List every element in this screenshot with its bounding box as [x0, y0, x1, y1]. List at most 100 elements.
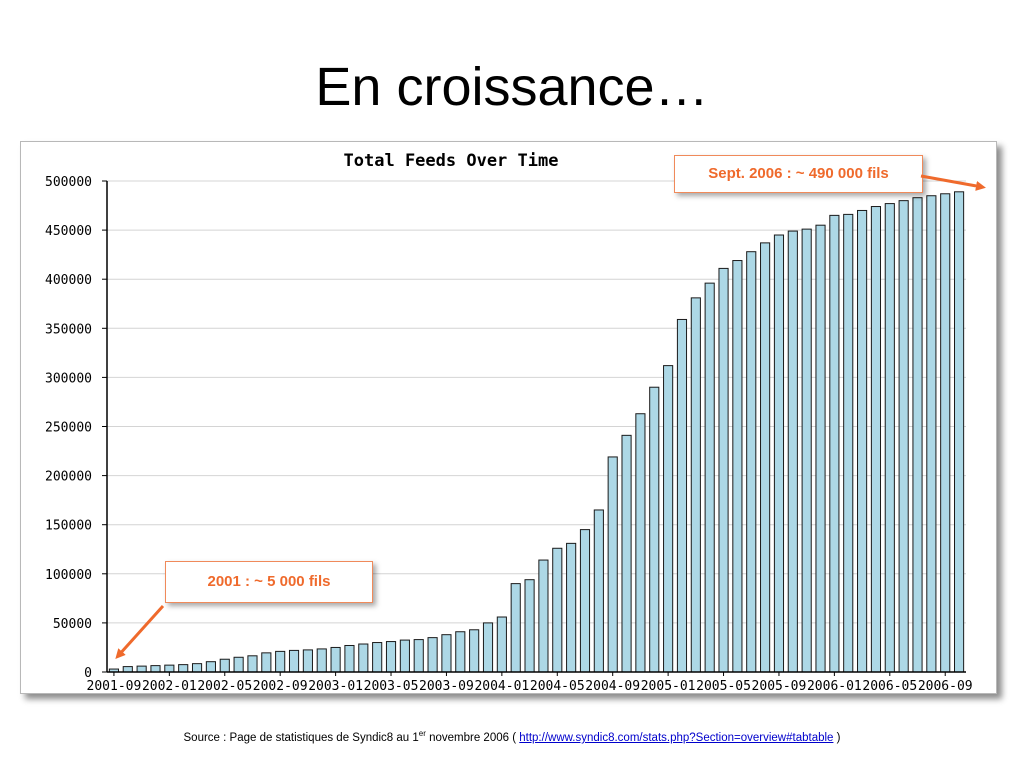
bar: [815, 224, 826, 673]
x-tick-label: 2006-05: [862, 679, 917, 693]
bar: [524, 579, 535, 673]
axes: [102, 180, 966, 676]
bar: [150, 665, 161, 673]
source-middle: novembre 2006 (: [425, 731, 520, 744]
bar: [621, 434, 632, 673]
bar: [676, 318, 688, 673]
bar: [441, 634, 452, 673]
bar: [482, 622, 494, 673]
x-tick-label: 2005-05: [696, 679, 751, 693]
bar: [787, 230, 798, 673]
y-tick-label: 400000: [45, 273, 92, 288]
bar: [593, 509, 604, 673]
bar: [358, 643, 369, 673]
bar: [205, 661, 216, 673]
bar: [496, 616, 507, 673]
y-tick-label: 50000: [53, 617, 92, 632]
bar: [732, 260, 743, 673]
source-suffix: ): [833, 731, 841, 744]
source-note: Source : Page de statistiques de Syndic8…: [0, 729, 1024, 744]
bar: [469, 629, 480, 673]
bars: [108, 191, 965, 673]
x-tick-label: 2005-09: [752, 679, 807, 693]
bar: [954, 191, 965, 673]
bar: [413, 639, 424, 673]
bar: [566, 542, 577, 673]
source-link[interactable]: http://www.syndic8.com/stats.php?Section…: [519, 731, 834, 744]
x-tick-label: 2001-09: [87, 679, 142, 693]
x-tick-label: 2006-01: [807, 679, 862, 693]
bar: [870, 206, 882, 673]
source-prefix: Source : Page de statistiques de Syndic8…: [183, 731, 419, 744]
total-feeds-chart: Total Feeds Over Time 0 50000 100000 150000…: [45, 151, 973, 693]
bar: [718, 267, 729, 673]
callout-2001: 2001 : ~ 5 000 fils: [165, 561, 373, 603]
y-tick-label: 450000: [45, 224, 92, 239]
bar: [884, 203, 895, 673]
y-tick-labels: 0 50000 100000 150000 200000 250000 300000 3500…: [45, 175, 92, 681]
bar: [136, 665, 147, 673]
x-tick-label: 2004-01: [474, 679, 529, 693]
x-tick-label: 2005-01: [641, 679, 696, 693]
y-tick-label: 100000: [45, 568, 92, 583]
slide-title: En croissance…: [315, 57, 709, 117]
bar: [552, 547, 563, 673]
bar: [510, 583, 521, 673]
bar: [912, 197, 923, 673]
x-tick-label: 2004-05: [530, 679, 585, 693]
bar: [302, 649, 313, 673]
bar: [704, 282, 715, 673]
bar: [247, 655, 258, 673]
bar: [330, 646, 341, 673]
x-tick-label: 2004-09: [585, 679, 640, 693]
bar: [843, 213, 854, 673]
bar: [288, 649, 300, 673]
bar: [579, 529, 591, 673]
bar: [385, 641, 397, 673]
y-tick-label: 350000: [45, 322, 92, 337]
source-sup: er: [418, 729, 426, 738]
x-tick-label: 2003-05: [364, 679, 419, 693]
bar: [164, 664, 175, 673]
bar: [940, 193, 951, 673]
bar: [773, 234, 785, 673]
bar: [760, 242, 771, 673]
chart-title: Total Feeds Over Time: [344, 151, 559, 171]
x-tick-labels: 2001-09 2002-01 2002-05 2002-09 2003-01 2003-…: [87, 679, 973, 693]
chart-frame: Total Feeds Over Time 0 50000 100000 150000…: [20, 141, 997, 694]
x-tick-label: 2006-09: [918, 679, 973, 693]
bar: [538, 559, 549, 673]
bar: [926, 195, 937, 673]
bar: [801, 228, 812, 673]
bar: [635, 413, 646, 673]
bar: [399, 639, 410, 673]
y-tick-label: 500000: [45, 175, 92, 190]
bar: [261, 652, 272, 673]
bar: [455, 631, 466, 673]
x-tick-label: 2002-09: [253, 679, 308, 693]
callout-sept-2006: Sept. 2006 : ~ 490 000 fils: [674, 155, 923, 193]
x-tick-label: 2002-01: [142, 679, 197, 693]
bar: [649, 386, 660, 673]
bar: [607, 456, 618, 673]
bar: [663, 365, 674, 673]
bar: [191, 663, 203, 673]
bar: [746, 251, 757, 673]
x-tick-label: 2003-01: [308, 679, 363, 693]
y-tick-label: 200000: [45, 470, 92, 485]
x-tick-label: 2003-09: [419, 679, 474, 693]
x-tick-label: 2002-05: [197, 679, 252, 693]
bar: [898, 200, 909, 673]
bar: [372, 642, 383, 673]
y-tick-label: 300000: [45, 371, 92, 386]
bar: [427, 637, 438, 673]
bar: [122, 666, 133, 673]
bar: [275, 650, 286, 673]
y-tick-label: 250000: [45, 421, 92, 436]
bar: [829, 214, 840, 673]
bar: [316, 648, 327, 673]
y-tick-label: 0: [84, 666, 92, 681]
bar: [219, 658, 230, 673]
bar: [690, 297, 701, 673]
bar: [178, 664, 189, 673]
